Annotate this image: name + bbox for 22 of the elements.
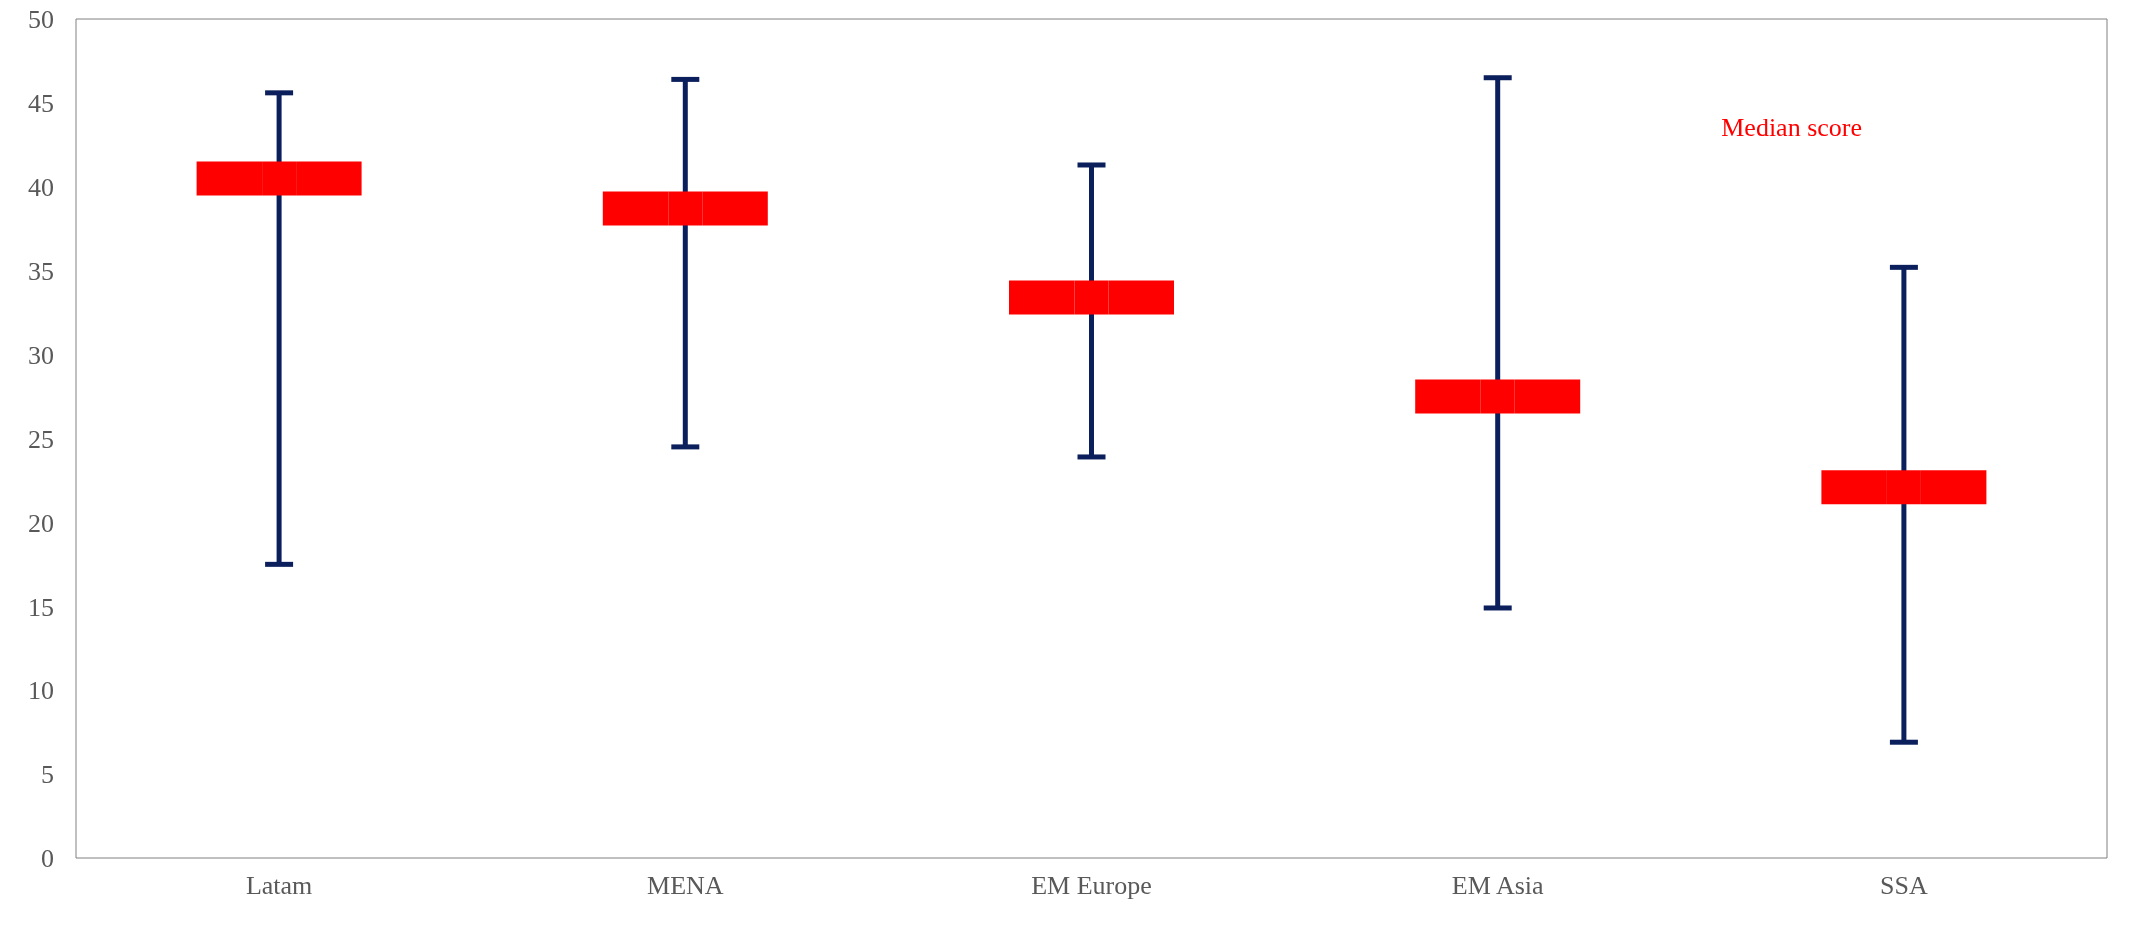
y-tick-label: 20 <box>28 508 54 538</box>
x-tick-label: EM Asia <box>1451 871 1545 901</box>
point <box>262 161 297 196</box>
point <box>668 191 703 226</box>
point <box>1480 379 1515 414</box>
x-tick-label: EM Europe <box>1031 871 1152 901</box>
y-tick-label: 10 <box>28 676 54 706</box>
point <box>1886 470 1921 505</box>
y-tick-label: 50 <box>28 5 54 35</box>
y-tick-label: 45 <box>28 89 54 119</box>
x-tick-label: Latam <box>245 871 313 901</box>
y-tick-label: 15 <box>28 592 54 622</box>
point <box>1074 280 1109 315</box>
text: Median score <box>1721 113 1862 142</box>
y-tick-label: 40 <box>28 173 54 203</box>
y-tick-label: 0 <box>41 844 54 874</box>
x-tick-label: MENA <box>647 871 724 901</box>
x-tick-label: SSA <box>1880 871 1928 901</box>
y-tick-label: 25 <box>28 424 54 454</box>
y-tick-label: 35 <box>28 256 54 286</box>
y-tick-label: 30 <box>28 340 54 370</box>
y-tick-label: 5 <box>41 760 54 790</box>
